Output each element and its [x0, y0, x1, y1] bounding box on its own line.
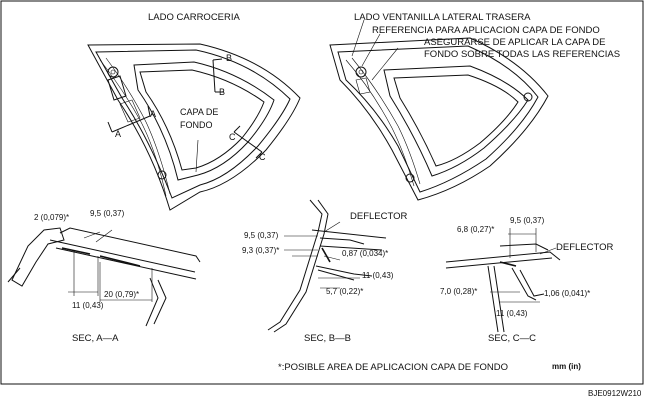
primer-label-line1: CAPA DE — [180, 107, 219, 117]
rear-window-side-label: LADO VENTANILLA LATERAL TRASERA — [354, 12, 531, 23]
rear-window-glass — [329, 19, 549, 201]
section-bb-drawing — [267, 199, 387, 333]
units-label: mm (in) — [552, 362, 581, 371]
figure-code: BJE0912W210 — [588, 389, 642, 398]
ensure-primer-line1: ASEGURARSE DE APLICAR LA CAPA DE — [424, 37, 606, 48]
aa-dim-3: 20 (0,79)* — [104, 290, 140, 299]
cc-dim-2: 9,5 (0,37) — [510, 216, 545, 225]
section-mark-c-upper: C — [229, 132, 236, 142]
section-mark-b-upper: B — [226, 53, 233, 63]
ensure-primer-line2: FONDO SOBRE TODAS LAS REFERENCIAS — [424, 49, 621, 60]
body-side-window-frame — [87, 43, 301, 211]
bb-deflector-label: DEFLECTOR — [350, 211, 408, 222]
section-aa-title: SEC, A—A — [72, 333, 119, 344]
section-mark-b-lower: B — [219, 87, 226, 97]
cc-dim-3: 7,0 (0,28)* — [440, 287, 478, 296]
section-mark-a-lower: A — [115, 129, 122, 139]
section-mark-c-lower: C — [259, 152, 266, 162]
aa-dim-1: 2 (0,079)* — [34, 213, 70, 222]
bb-dim-5: 5,7 (0,22)* — [326, 287, 364, 296]
section-cc-drawing — [445, 228, 561, 333]
cc-dim-1: 6,8 (0,27)* — [457, 225, 495, 234]
bb-dim-1: 9,5 (0,37) — [244, 231, 279, 240]
body-side-label: LADO CARROCERIA — [148, 12, 240, 23]
primer-label-line2: FONDO — [180, 120, 213, 130]
aa-dim-4: 11 (0,43) — [72, 301, 104, 310]
primer-reference-label: REFERENCIA PARA APLICACION CAPA DE FONDO — [372, 25, 600, 36]
footnote: *:POSIBLE AREA DE APLICACION CAPA DE FON… — [278, 362, 509, 373]
bb-dim-3: 0,87 (0,034)* — [342, 249, 389, 258]
aa-dim-2: 9,5 (0,37) — [90, 209, 125, 218]
section-bb-title: SEC, B—B — [304, 333, 351, 344]
section-mark-a-upper: A — [150, 109, 157, 119]
section-aa-drawing — [7, 227, 201, 327]
cc-dim-4: 1,06 (0,041)* — [544, 289, 591, 298]
bb-dim-2: 9,3 (0,37)* — [242, 246, 280, 255]
section-cc-title: SEC, C—C — [488, 333, 537, 344]
cc-dim-5: 11 (0,43) — [496, 309, 528, 318]
outer-border — [0, 0, 644, 385]
cc-deflector-label: DEFLECTOR — [556, 242, 614, 253]
bb-dim-4: 11 (0,43) — [362, 271, 394, 280]
